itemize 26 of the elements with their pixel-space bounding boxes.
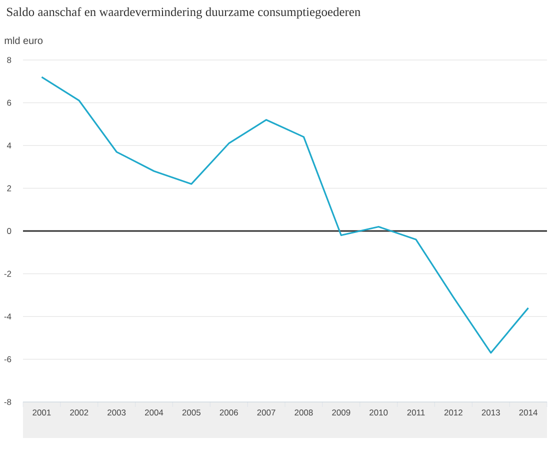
y-tick-label: -2 bbox=[4, 270, 12, 277]
y-tick-label: 4 bbox=[6, 142, 12, 148]
x-tick-label: 2012 bbox=[444, 410, 462, 416]
x-tick-label: 2007 bbox=[257, 410, 276, 416]
x-tick-label: 2009 bbox=[332, 410, 350, 416]
y-tick-label: -4 bbox=[4, 314, 12, 320]
y-tick-label: -6 bbox=[4, 356, 12, 362]
chart-title: Saldo aanschaf en waardevermindering duurzame consumptiegoederen bbox=[7, 7, 360, 19]
x-tick-label: 2003 bbox=[108, 410, 126, 416]
x-tick-label: 2001 bbox=[32, 410, 51, 416]
x-tick-label: 2005 bbox=[182, 410, 200, 416]
y-tick-label: 0 bbox=[7, 228, 12, 234]
x-tick-label: 2006 bbox=[220, 410, 238, 416]
x-tick-label: 2011 bbox=[407, 410, 425, 416]
y-tick-label: 2 bbox=[7, 185, 12, 192]
line-series bbox=[40, 76, 530, 354]
x-tick-label: 2002 bbox=[70, 410, 88, 416]
x-tick-label: 2004 bbox=[145, 410, 164, 416]
x-tick-label: 2010 bbox=[370, 410, 388, 416]
x-tick-label: 2008 bbox=[294, 410, 313, 416]
y-tick-label: 6 bbox=[7, 100, 12, 106]
y-tick-label: -8 bbox=[4, 399, 12, 405]
y-axis-title: mld euro bbox=[4, 36, 43, 44]
x-tick-label: 2014 bbox=[519, 410, 538, 416]
x-tick-label: 2013 bbox=[482, 410, 500, 416]
y-tick-label: 8 bbox=[7, 57, 12, 63]
